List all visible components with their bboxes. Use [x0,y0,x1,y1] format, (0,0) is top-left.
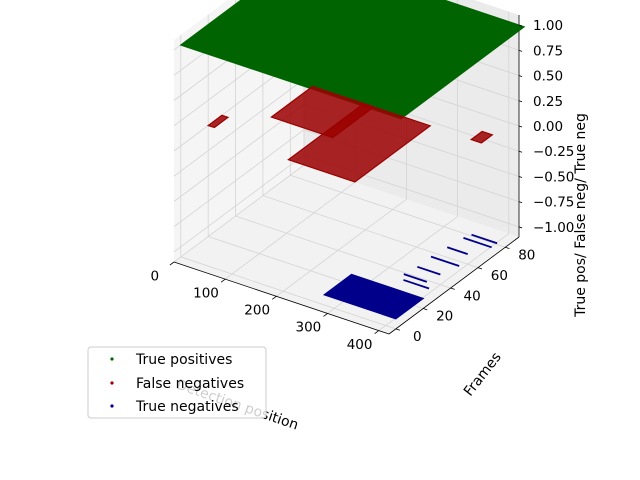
grid-line-y [180,34,396,330]
x-tick-label: 100 [193,285,219,301]
z-tick-label: −1.00 [533,220,574,236]
z-tick-label: 0.50 [533,69,563,85]
z-tick-mark [518,176,523,178]
y-tick-label: 0 [413,329,422,345]
floor-pane [174,165,519,334]
legend-label-true-negatives: True negatives [135,399,239,415]
grid-line-y [235,0,451,289]
z-tick-label: 0.75 [533,43,563,59]
x-tick-mark [374,330,380,334]
x-tick-label: 0 [151,268,160,284]
x-tick-label: 400 [347,337,373,353]
legend-marker-true-positives [110,357,114,361]
legend-box [87,346,267,419]
true-negatives-region [322,273,425,320]
y-axis-line [388,236,520,335]
grid-line-z [173,129,520,228]
x-tick-mark [323,313,328,317]
z-tick-label: 1.00 [533,18,563,34]
z-tick-mark [518,75,523,77]
y-tick-mark [395,328,401,331]
true-negatives-segment [403,273,428,283]
tick-labels: 0 100 200 300 400 0 20 40 60 80 −1.00 −0.75 −0.50 −0.… [151,18,575,353]
false-negatives-region [469,130,494,144]
y-tick-label: 40 [464,288,481,304]
z-tick-mark [518,100,523,103]
z-tick-label: 0.00 [533,119,563,135]
true-negatives-segment [417,265,441,276]
legend-marker-false-negatives [110,381,114,385]
x-tick-mark [169,261,175,266]
y-tick-mark [423,308,428,311]
true-negatives-segment [430,255,460,267]
z-tick-label: 0.25 [533,94,563,110]
z-tick-label: −0.50 [533,170,574,186]
legend: True positives False negatives True nega… [87,346,267,419]
z-tick-mark [518,125,523,128]
z-tick-mark [518,49,523,52]
false-negatives-region [206,114,230,129]
true-negatives-layer [322,233,498,320]
true-negatives-segment [471,233,498,245]
y-tick-mark [477,267,483,270]
x-tick-mark [272,295,277,300]
y-tick-label: 80 [518,247,535,263]
z-tick-mark [518,226,523,229]
z-tick-mark [518,24,523,27]
y-tick-label: 60 [491,268,508,284]
y-tick-mark [505,246,510,249]
z-tick-label: −0.25 [533,144,574,160]
legend-marker-true-negatives [110,404,114,408]
x-axis-line [173,261,390,335]
z-tick-mark [518,201,523,204]
true-negatives-segment [446,246,468,255]
y-tick-mark [450,287,455,290]
z-tick-label: −0.75 [533,195,574,211]
x-tick-label: 300 [296,320,322,336]
legend-label-true-positives: True positives [135,352,232,368]
z-tick-mark [518,150,523,153]
y-axis-label: Frames [461,350,505,400]
legend-label-false-negatives: False negatives [136,376,244,392]
z-axis-label: True pos/ False neg/ True neg [573,113,589,318]
true-negatives-segment [403,279,430,290]
y-tick-label: 20 [436,309,453,325]
x-tick-label: 200 [244,303,270,319]
x-tick-mark [220,278,226,283]
false-negatives-layer [206,85,494,183]
false-negatives-region [287,102,432,183]
true-negatives-segment [463,237,492,249]
